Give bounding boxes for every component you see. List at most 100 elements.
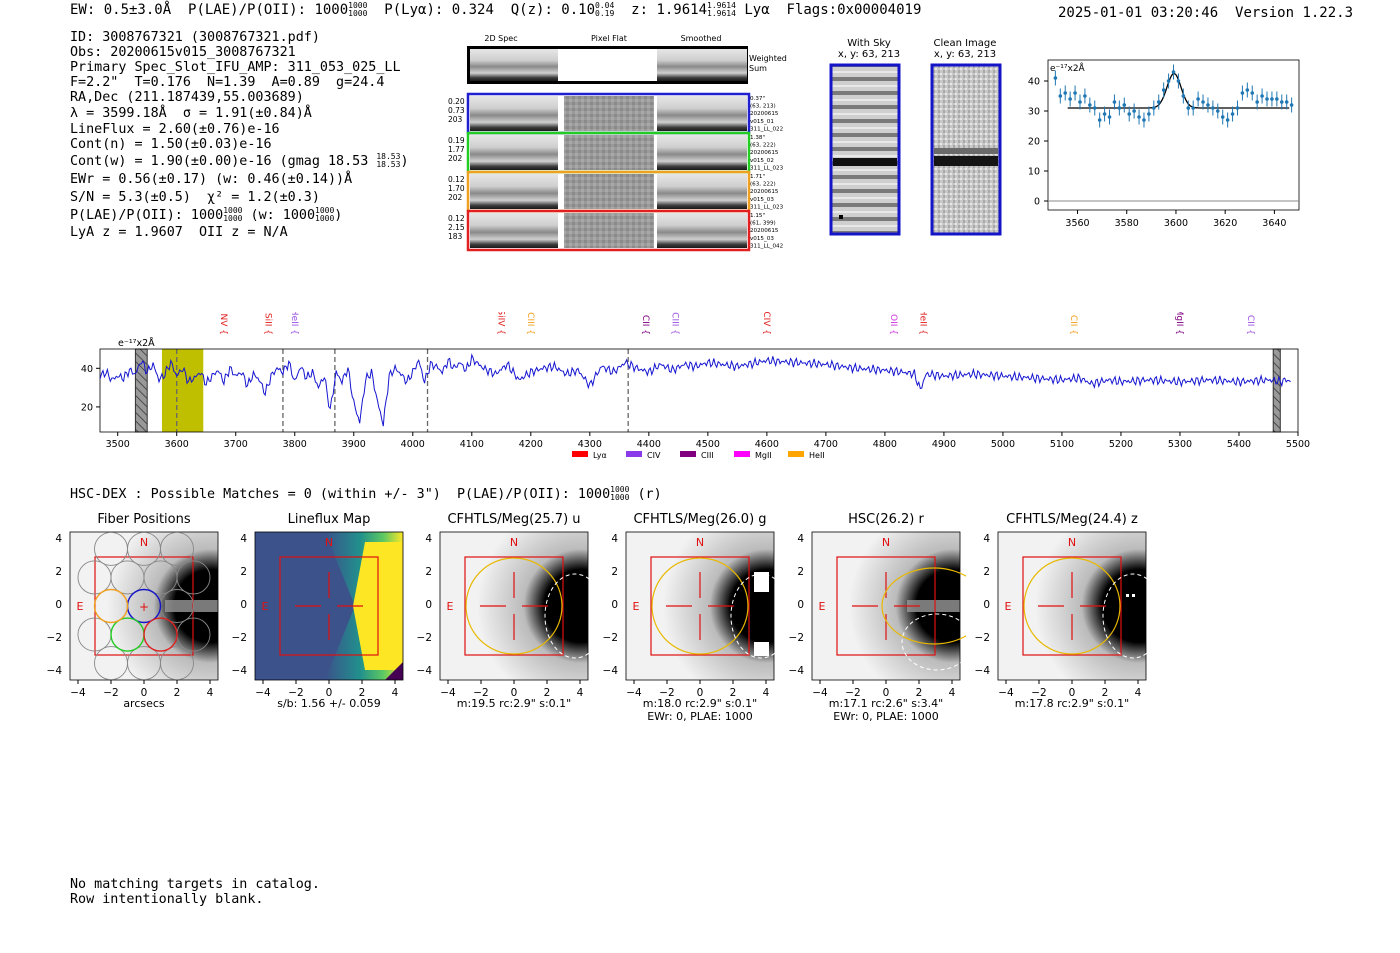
line-label-siiv: SiIV {: [495, 312, 505, 335]
legend-label-lyα: Lyα: [593, 451, 607, 460]
cutout-ytick: −2: [602, 632, 618, 644]
cutout-xtick: −4: [70, 687, 86, 699]
full-xtick-label: 4700: [814, 439, 838, 450]
cutout-xtick: 0: [511, 687, 518, 699]
cutout-xtick: −2: [288, 687, 303, 699]
cutout-xtick: −4: [255, 687, 271, 699]
cutout-ytick: 0: [425, 599, 432, 611]
clean-image-coords: x, y: 63, 213: [933, 49, 997, 60]
cutout-ytick: 4: [425, 533, 432, 545]
zoom-data-point: [1279, 100, 1284, 104]
full-xtick-label: 3600: [165, 439, 189, 450]
zoom-data-point: [1102, 112, 1107, 116]
zoom-data-point: [1186, 106, 1191, 110]
cutout-xtick: 2: [1102, 687, 1109, 699]
plya-value: P(Lyα): 0.324: [384, 2, 494, 18]
zoom-data-point: [1053, 76, 1058, 80]
full-xtick-label: 4300: [578, 439, 602, 450]
spec2d-row-2-left-1: 1.70: [448, 184, 465, 193]
full-xtick-label: 4000: [401, 439, 425, 450]
cutout-xtick: 0: [326, 687, 333, 699]
zoom-ytick-label: 40: [1028, 77, 1040, 88]
plae-range: 1000 1000: [348, 1, 368, 18]
line-label-cii: CII {: [1245, 315, 1255, 335]
cutout-ytick: 2: [983, 566, 990, 578]
cutout-caption-2: m:19.5 rc:2.9" s:0.1": [456, 697, 572, 710]
weighted-sum-label-1: Weighted: [749, 54, 787, 63]
spec2d-row-3-right-0: 1.15": [750, 213, 765, 219]
zoom-ylabel: e⁻¹⁷x2Å: [1050, 62, 1086, 74]
info-slot: Primary Spec_Slot_IFU_AMP: 311_053_025_L…: [70, 60, 401, 75]
zoom-data-point: [1068, 97, 1072, 101]
zoom-data-point: [1112, 100, 1117, 104]
info-obs: Obs: 20200615v015_3008767321: [70, 45, 296, 60]
zoom-data-point: [1166, 79, 1171, 83]
spectrum-line: [99, 353, 1291, 427]
plae-value: P(LAE)/P(OII): 1000: [188, 2, 349, 18]
zoom-ytick-label: 30: [1028, 107, 1040, 118]
full-xtick-label: 3700: [224, 439, 248, 450]
cutout-xtick: −4: [998, 687, 1014, 699]
spec2d-row-0-left-2: 203: [448, 115, 463, 124]
cutout-ytick: −4: [231, 665, 247, 677]
cutout-xtick: 0: [1069, 687, 1076, 699]
compass-east: E: [1005, 600, 1012, 613]
full-xtick-label: 4200: [519, 439, 543, 450]
spec2d-row-3-right-2: 20200615: [750, 228, 779, 234]
cutout-caption-1: s/b: 1.56 +/- 0.059: [277, 697, 381, 710]
zoom-data-point: [1225, 118, 1230, 122]
zoom-data-point: [1270, 97, 1274, 101]
zoom-xtick-label: 3620: [1213, 218, 1237, 229]
line-label-heii: HeII {: [917, 312, 927, 335]
legend-swatch-ciii: [680, 451, 696, 457]
zoom-data-point: [1275, 97, 1279, 101]
full-spectrum-chart: e⁻¹⁷x2Å 3500 3600 3700 3800 3900 4000 4100 4200 4…: [81, 312, 1310, 460]
z-value: z: 1.9614: [631, 2, 708, 18]
lya-window-highlight: [161, 349, 204, 432]
info-radec: RA,Dec (211.187439,55.003689): [70, 90, 304, 105]
cutout-ytick: 2: [425, 566, 432, 578]
spec2d-row-0-left-0: 0.20: [448, 97, 465, 106]
legend-swatch-mgii: [734, 451, 750, 457]
zoom-data-point: [1127, 112, 1132, 116]
cutout-xtick: −2: [659, 687, 674, 699]
compass-east: E: [633, 600, 640, 613]
zoom-data-point: [1073, 91, 1077, 95]
cutout-title-2: CFHTLS/Meg(25.7) u: [447, 512, 581, 527]
info-id: ID: 3008767321 (3008767321.pdf): [70, 30, 320, 45]
full-xtick-label: 5000: [991, 439, 1015, 450]
spec2d-row-3-left-0: 0.12: [448, 214, 465, 223]
zoom-data-point: [1181, 94, 1186, 98]
compass-east: E: [447, 600, 454, 613]
cutout-title-3: CFHTLS/Meg(26.0) g: [633, 512, 767, 527]
zoom-ytick-label: 20: [1028, 137, 1040, 148]
cutout-xtick: 4: [577, 687, 584, 699]
cutout-caption-5: m:17.8 rc:2.9" s:0.1": [1014, 697, 1130, 710]
cutout-ytick: 4: [240, 533, 247, 545]
zoom-data-point: [1245, 88, 1250, 92]
cutout-ytick: 0: [983, 599, 990, 611]
line-label-heii: HeII {: [289, 312, 299, 335]
qz-value: Q(z): 0.10: [510, 2, 596, 18]
line-label-nv: NV {: [218, 314, 228, 335]
zoom-data-point: [1240, 91, 1245, 95]
cutout-xtick: 0: [141, 687, 148, 699]
cutout-ytick: 4: [611, 533, 618, 545]
weighted-sum-smoothed: [657, 49, 747, 81]
z-range: 1.9614 1.9614: [707, 1, 736, 18]
full-xtick-label: 4800: [873, 439, 897, 450]
cutout-xtick: 4: [949, 687, 956, 699]
zoom-data-point: [1083, 94, 1087, 98]
legend-swatch-civ: [626, 451, 642, 457]
cutout-ytick: −2: [46, 632, 62, 644]
spec2d-row-0-smoothed: [657, 96, 747, 131]
clean-image: [930, 63, 1002, 236]
cutout-image-4: N E −4 −2 0 2 4: [811, 531, 966, 699]
cutout-ytick: 0: [55, 599, 62, 611]
cutout-xtick: 4: [207, 687, 214, 699]
zoom-xtick-label: 3600: [1164, 218, 1188, 229]
cutout-caption-4: m:17.1 rc:2.6" s:3.4" EWr: 0, PLAE: 1000: [828, 697, 944, 723]
cutout-title-4: HSC(26.2) r: [848, 512, 924, 527]
with-sky-coords: x, y: 63, 213: [837, 49, 901, 60]
spec2d-row-0-right-0: 0.37": [750, 96, 765, 102]
